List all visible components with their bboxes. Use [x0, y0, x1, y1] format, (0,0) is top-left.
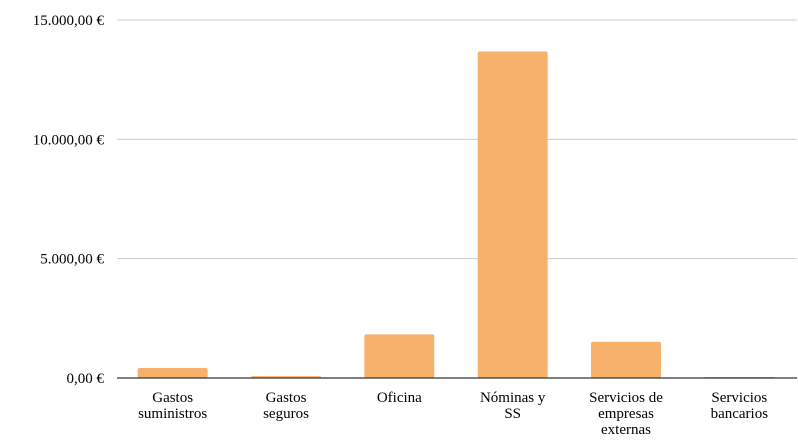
y-tick-label: 0,00 € — [67, 371, 105, 387]
x-tick-label-line: Gastos — [152, 390, 193, 406]
x-tick-label-line: suministros — [138, 406, 207, 422]
x-tick-label-line: Oficina — [377, 390, 422, 406]
y-tick-label: 5.000,00 € — [40, 252, 104, 268]
x-tick-label-line: Servicios de — [589, 390, 663, 406]
x-tick-label: Servicios de empresas externas — [589, 390, 663, 438]
x-tick-label-line: seguros — [263, 406, 309, 422]
bar — [591, 341, 661, 378]
bar — [137, 367, 208, 378]
x-tick-label-line: Nóminas y — [480, 390, 546, 406]
x-tick-label: Oficina — [377, 390, 422, 406]
x-tick-label-line: SS — [504, 406, 521, 422]
x-tick-label-line: empresas — [598, 406, 654, 422]
x-tick-label-line: bancarios — [711, 406, 769, 422]
x-tick-label-line: Servicios — [711, 390, 767, 406]
x-tick-label-line: externas — [601, 422, 651, 438]
bars — [137, 51, 775, 379]
y-axis-tick-labels: 0,00 € 5.000,00 € 10.000,00 € 15.000,00 € — [33, 13, 105, 387]
gridlines — [117, 19, 797, 260]
x-tick-label: Servicios bancarios — [711, 390, 769, 422]
y-tick-label: 15.000,00 € — [33, 13, 105, 29]
x-tick-label: Gastos seguros — [263, 390, 309, 422]
bar — [477, 51, 548, 379]
y-tick-label: 10.000,00 € — [33, 132, 105, 148]
x-tick-label: Nóminas y SS — [480, 390, 546, 422]
x-tick-label-line: Gastos — [266, 390, 307, 406]
x-tick-label: Gastos suministros — [138, 390, 207, 422]
bar — [364, 334, 435, 378]
